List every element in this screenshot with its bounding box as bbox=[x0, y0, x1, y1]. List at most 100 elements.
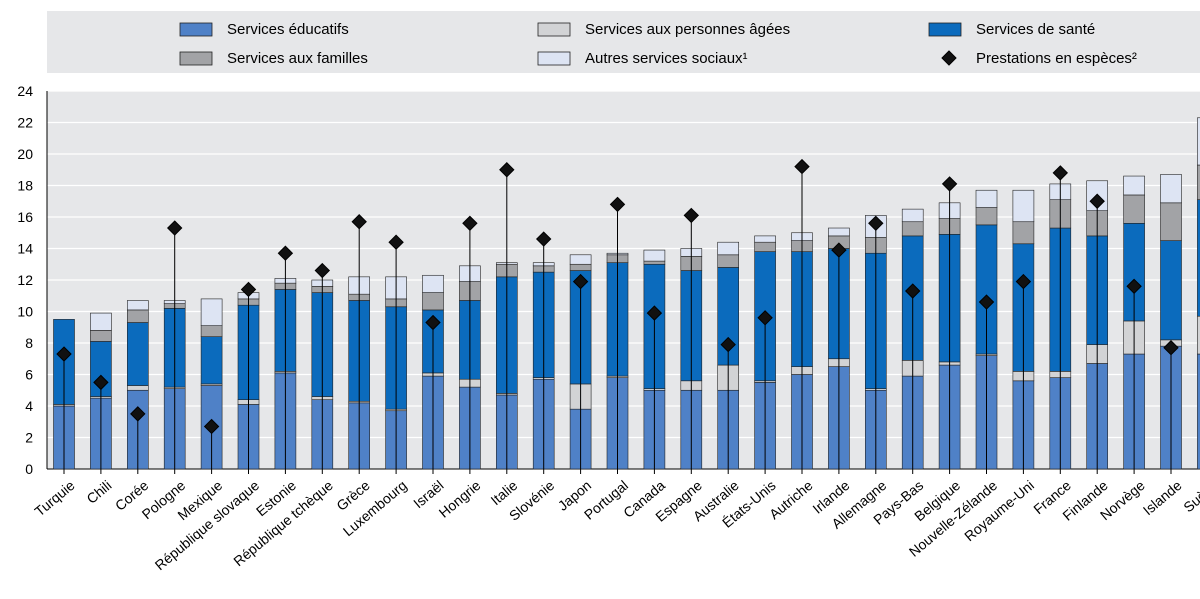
cash-benefit-marker-italie bbox=[499, 162, 515, 178]
legend-item-prestations-en-especes: Prestations en espèces² bbox=[941, 50, 1137, 67]
legend-swatch bbox=[179, 22, 213, 37]
y-tick-label: 12 bbox=[17, 272, 33, 288]
cash-benefit-marker-irlande bbox=[831, 242, 847, 258]
bar-services-aux-personnes-agees-suede bbox=[1197, 315, 1200, 355]
legend-swatch bbox=[537, 51, 571, 66]
cash-benefit-marker-nouvelle-zelande bbox=[978, 294, 995, 310]
cash-benefit-markers bbox=[56, 158, 1179, 469]
cash-benefit-marker-france bbox=[1052, 165, 1069, 181]
bar-services-aux-personnes-agees-coree bbox=[127, 385, 149, 391]
bar-services-aux-familles-royaume-uni bbox=[1012, 221, 1035, 245]
bar-services-aux-familles-israel bbox=[422, 292, 444, 311]
bar-services-aux-familles-coree bbox=[127, 309, 149, 323]
bar-services-de-sante-coree bbox=[127, 322, 149, 386]
cash-benefit-marker-australie bbox=[720, 336, 736, 353]
bar-services-de-sante-islande bbox=[1160, 240, 1182, 341]
bar-services-aux-familles-chili bbox=[90, 330, 112, 342]
legend-swatch bbox=[179, 51, 213, 66]
bar-services-aux-familles-islande bbox=[1160, 202, 1182, 241]
cash-benefit-marker-norvege bbox=[1126, 278, 1142, 295]
cash-benefit-marker-israel bbox=[425, 314, 441, 331]
cash-benefit-marker-allemagne bbox=[868, 215, 884, 232]
y-tick-label: 8 bbox=[25, 335, 33, 351]
legend-label: Prestations en espèces² bbox=[976, 50, 1137, 67]
bar-autres-services-sociaux-suede bbox=[1197, 117, 1200, 166]
cash-benefit-marker-japon bbox=[572, 273, 589, 290]
x-axis: Turquie ChiliCoréePologneMexiqueRépubliqu… bbox=[31, 469, 1200, 573]
cash-benefit-marker-pays-bas bbox=[904, 283, 921, 299]
bar-autres-services-sociaux-mexique bbox=[200, 298, 223, 326]
cash-benefit-marker-slovenie bbox=[535, 231, 552, 247]
cash-benefit-marker-canada bbox=[646, 305, 663, 321]
legend-item-autres-services-sociaux: Autres services sociaux¹ bbox=[537, 50, 748, 67]
y-tick-label: 2 bbox=[25, 430, 33, 446]
category-label-hongrie: Hongrie bbox=[436, 477, 484, 521]
bar-autres-services-sociaux-chili bbox=[90, 312, 112, 331]
bar-services-aux-familles-mexique bbox=[200, 325, 223, 337]
bar-services-aux-familles-norvege bbox=[1123, 194, 1145, 224]
category-label-islande: Islande bbox=[1140, 477, 1185, 518]
bar-services-aux-familles-japon bbox=[569, 263, 592, 271]
cash-benefit-marker-portugal bbox=[609, 196, 626, 213]
cash-benefit-marker-finlande bbox=[1089, 193, 1105, 209]
legend-label: Services aux familles bbox=[227, 50, 368, 67]
bar-autres-services-sociaux-japon bbox=[569, 254, 592, 265]
bar-autres-services-sociaux-israel bbox=[422, 274, 444, 293]
legend-swatch bbox=[941, 50, 957, 66]
legend-item-services-de-sante: Services de santé bbox=[928, 21, 1095, 38]
cash-benefit-marker-islande bbox=[1163, 340, 1179, 356]
cash-benefit-marker-republique-tcheque bbox=[314, 262, 331, 279]
bar-services-aux-familles-canada bbox=[643, 260, 666, 265]
bar-autres-services-sociaux-islande bbox=[1160, 174, 1182, 204]
bar-autres-services-sociaux-canada bbox=[643, 249, 666, 262]
y-tick-label: 20 bbox=[17, 146, 33, 162]
cash-benefit-marker-etats-unis bbox=[757, 310, 773, 326]
bar-autres-services-sociaux-royaume-uni bbox=[1012, 189, 1035, 223]
legend-item-services-aux-familles: Services aux familles bbox=[179, 50, 368, 67]
legend-swatch bbox=[537, 22, 571, 37]
cash-benefit-marker-republique-slovaque bbox=[240, 281, 257, 298]
bar-autres-services-sociaux-irlande bbox=[828, 227, 850, 237]
y-tick-label: 6 bbox=[25, 367, 33, 383]
category-label-turquie: Turquie bbox=[31, 477, 77, 520]
legend-label: Services de santé bbox=[976, 21, 1095, 38]
cash-benefit-marker-hongrie bbox=[462, 215, 478, 232]
cash-benefit-marker-royaume-uni bbox=[1015, 273, 1032, 290]
legend-item-services-aux-personnes-agees: Services aux personnes âgées bbox=[537, 21, 790, 38]
bar-autres-services-sociaux-pays-bas bbox=[901, 208, 924, 223]
bar-services-aux-familles-nouvelle-zelande bbox=[975, 207, 998, 226]
y-tick-label: 16 bbox=[17, 209, 33, 225]
bar-autres-services-sociaux-nouvelle-zelande bbox=[975, 189, 998, 208]
y-tick-label: 22 bbox=[17, 115, 33, 131]
cash-benefit-marker-belgique bbox=[941, 176, 958, 192]
legend: Services éducatifs Services aux personnes… bbox=[179, 21, 1137, 67]
bar-services-aux-familles-pays-bas bbox=[901, 221, 924, 237]
cash-benefit-marker-grece bbox=[351, 214, 367, 230]
y-tick-label: 18 bbox=[17, 178, 33, 194]
y-tick-label: 10 bbox=[17, 304, 33, 320]
cash-benefit-marker-estonie bbox=[277, 245, 294, 261]
bar-autres-services-sociaux-etats-unis bbox=[754, 235, 776, 243]
legend-item-services-educatifs: Services éducatifs bbox=[179, 21, 349, 38]
y-tick-label: 4 bbox=[25, 398, 33, 414]
bar-services-aux-familles-etats-unis bbox=[754, 241, 776, 252]
category-label-suede: Suède bbox=[1180, 477, 1200, 515]
legend-label: Autres services sociaux¹ bbox=[585, 50, 748, 67]
bar-services-educatifs-suede bbox=[1197, 353, 1200, 470]
bar-services-de-sante-mexique bbox=[200, 336, 223, 385]
cash-benefit-marker-espagne bbox=[683, 207, 700, 224]
bar-autres-services-sociaux-coree bbox=[127, 300, 149, 311]
cash-benefit-marker-pologne bbox=[166, 220, 183, 236]
cash-benefit-marker-chili bbox=[93, 374, 109, 391]
cash-benefit-marker-coree bbox=[130, 406, 146, 422]
cash-benefit-marker-mexique bbox=[203, 418, 220, 435]
bar-autres-services-sociaux-norvege bbox=[1123, 175, 1145, 196]
cash-benefit-marker-turquie bbox=[56, 346, 72, 362]
legend-swatch bbox=[928, 22, 962, 37]
bar-services-aux-familles-australie bbox=[717, 254, 740, 268]
category-label-chili: Chili bbox=[83, 477, 114, 507]
legend-label: Services éducatifs bbox=[227, 21, 349, 38]
cash-benefit-marker-autriche bbox=[794, 158, 810, 175]
y-tick-label: 24 bbox=[17, 83, 33, 99]
